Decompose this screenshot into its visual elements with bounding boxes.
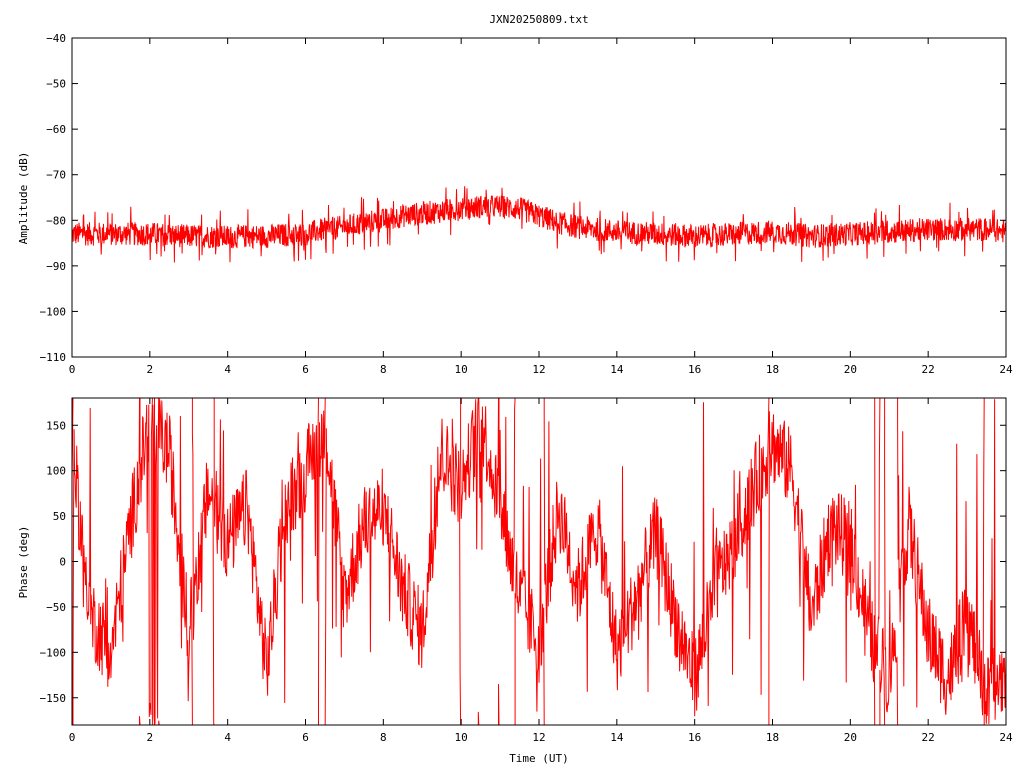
y-tick-label: −80	[46, 214, 66, 227]
x-tick-label: 20	[844, 731, 857, 744]
x-tick-label: 6	[302, 731, 309, 744]
phase-x-ticks: 0 2 4 6 8 10 12 14 16 18 20 22 24	[69, 398, 1013, 744]
x-tick-label: 22	[922, 731, 935, 744]
x-tick-label: 16	[688, 731, 701, 744]
amplitude-x-ticks: 0 2 4 6 8 10 12 14 16 18 20 22 24	[69, 38, 1013, 376]
x-tick-label: 8	[380, 363, 387, 376]
x-tick-label: 18	[766, 731, 779, 744]
x-axis-label: Time (UT)	[509, 752, 569, 765]
x-tick-label: 0	[69, 731, 76, 744]
y-tick-label: 150	[46, 419, 66, 432]
x-tick-label: 14	[610, 731, 624, 744]
amplitude-panel: −40−50−60−70−80−90−100−110 0 2 4 6 8 10 12 14 16…	[17, 32, 1013, 376]
x-tick-label: 22	[922, 363, 935, 376]
x-tick-label: 12	[532, 363, 545, 376]
x-tick-label: 20	[844, 363, 857, 376]
amplitude-trace	[71, 186, 1007, 263]
x-tick-label: 4	[224, 363, 231, 376]
x-tick-label: 24	[999, 731, 1013, 744]
y-tick-label: −100	[40, 646, 67, 659]
y-tick-label: −50	[46, 78, 66, 91]
x-tick-label: 0	[69, 363, 76, 376]
x-tick-label: 12	[532, 731, 545, 744]
x-tick-label: 16	[688, 363, 701, 376]
x-tick-label: 4	[224, 731, 231, 744]
y-tick-label: 50	[53, 510, 66, 523]
y-tick-label: −150	[40, 692, 67, 705]
x-tick-label: 2	[147, 731, 154, 744]
y-tick-label: 0	[59, 556, 66, 569]
x-tick-label: 18	[766, 363, 779, 376]
x-tick-label: 10	[455, 731, 468, 744]
amplitude-y-axis-label: Amplitude (dB)	[17, 152, 30, 245]
x-tick-label: 6	[302, 363, 309, 376]
x-tick-label: 8	[380, 731, 387, 744]
y-tick-label: −90	[46, 260, 66, 273]
y-tick-label: 100	[46, 465, 66, 478]
y-tick-label: −100	[40, 305, 67, 318]
amplitude-y-ticks: −40 −50 −60 −70 −80 −90 −100 −110	[40, 32, 1006, 364]
y-tick-label: −60	[46, 123, 66, 136]
x-tick-label: 14	[610, 363, 624, 376]
y-tick-label: −40	[46, 32, 66, 45]
x-tick-label: 24	[999, 363, 1013, 376]
y-tick-label: −110	[40, 351, 67, 364]
phase-y-ticks: 150 100 50 0 −50 −100 −150	[40, 419, 1006, 705]
phase-y-axis-label: Phase (deg)	[17, 526, 30, 599]
x-tick-label: 2	[147, 363, 154, 376]
y-tick-label: −70	[46, 169, 66, 182]
chart-title: JXN20250809.txt	[489, 13, 588, 26]
x-tick-label: 10	[455, 363, 468, 376]
y-tick-label: −50	[46, 601, 66, 614]
amplitude-series	[71, 186, 1007, 263]
